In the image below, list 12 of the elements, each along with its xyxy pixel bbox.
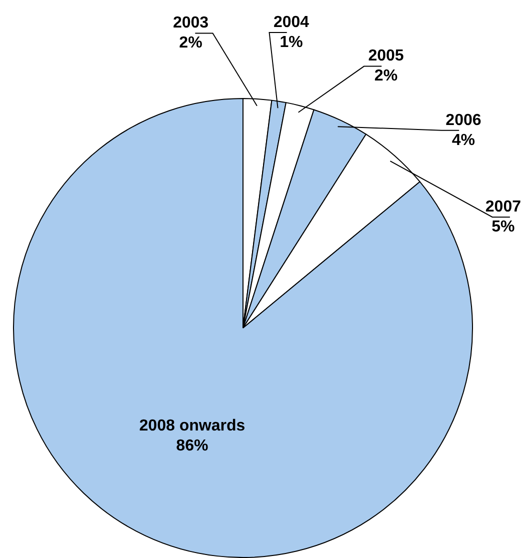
data-label: 86% <box>176 437 208 454</box>
data-label: 1% <box>280 34 303 51</box>
slice-label: 2007 <box>485 198 522 216</box>
data-label: 4% <box>452 132 476 149</box>
slice-label: 2006 <box>446 112 482 129</box>
data-label: 2% <box>374 68 398 85</box>
slice-label: 2008 onwards <box>139 417 246 434</box>
slice-label: 2005 <box>368 48 404 65</box>
data-label: 2% <box>179 34 202 52</box>
slice-label: 2003 <box>172 14 209 32</box>
data-label: 5% <box>492 218 515 236</box>
slice-label: 2004 <box>273 14 310 31</box>
